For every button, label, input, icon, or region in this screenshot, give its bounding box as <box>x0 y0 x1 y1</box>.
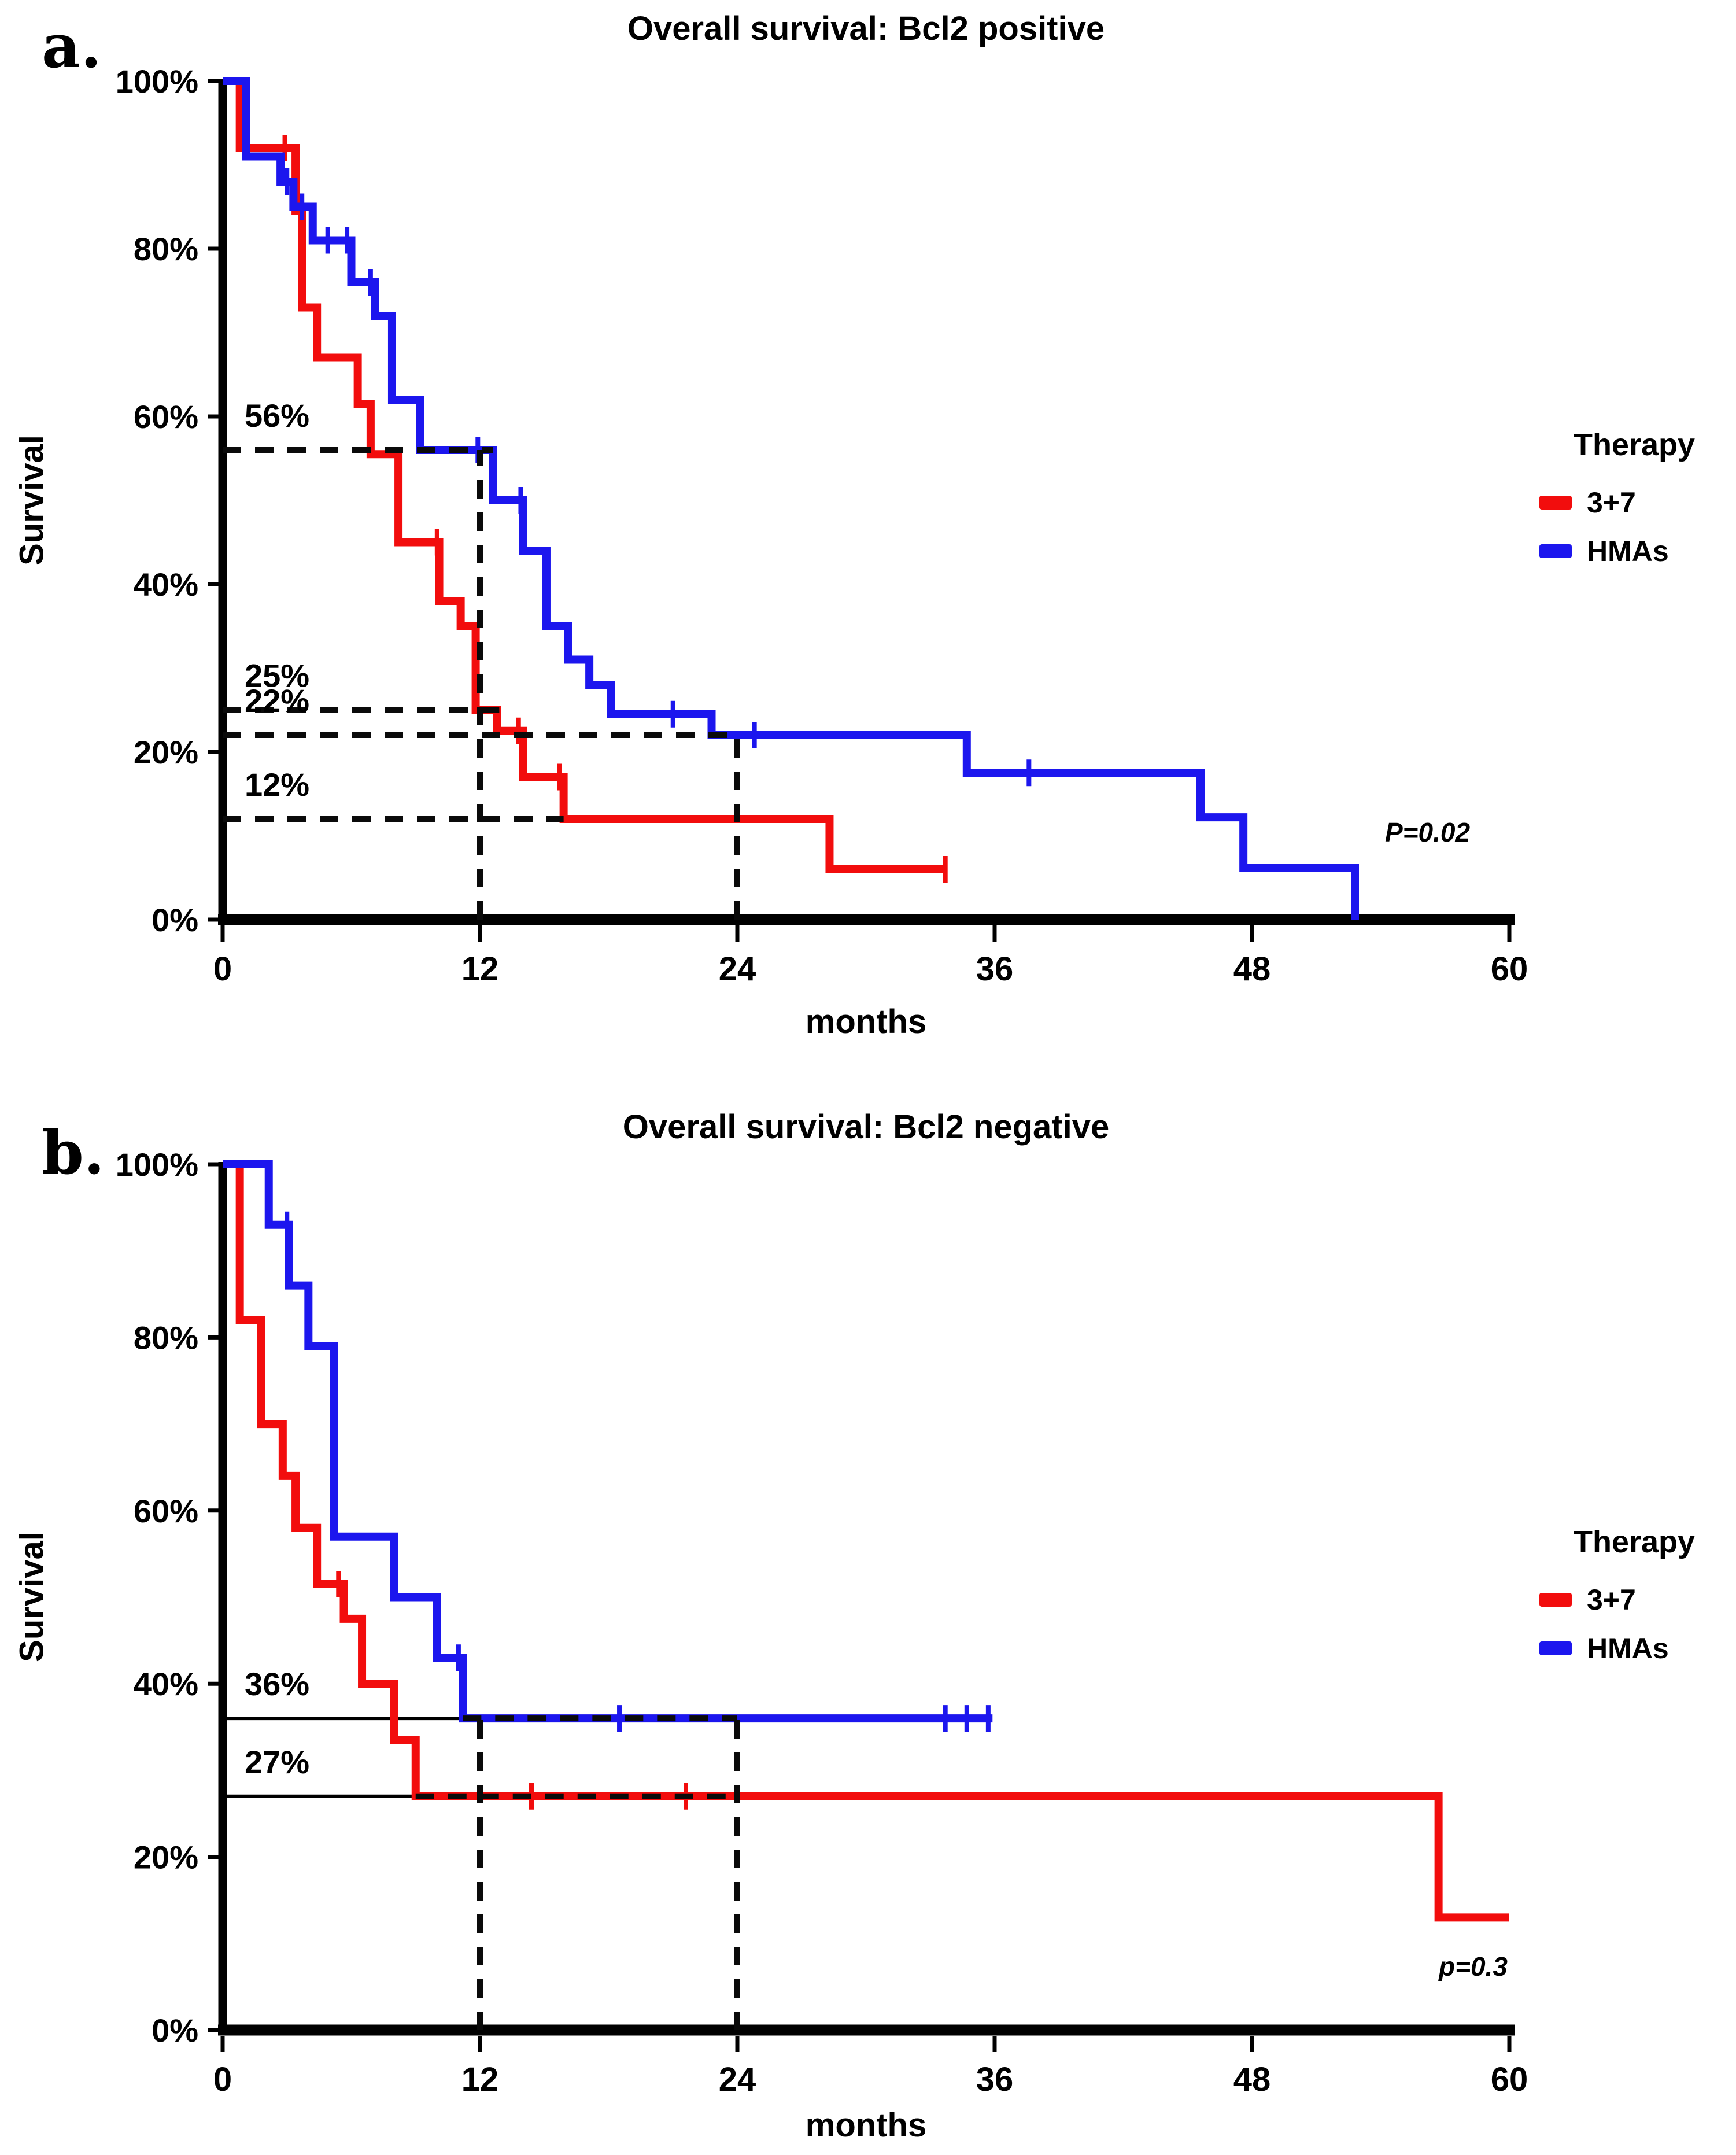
chart-title: Overall survival: Bcl2 negative <box>622 1108 1110 1146</box>
x-tick-label: 48 <box>1233 2061 1271 2098</box>
percent-annotation: 12% <box>245 766 309 803</box>
x-tick-label: 12 <box>461 2061 499 2098</box>
legend-label-hmas: HMAs <box>1587 535 1669 567</box>
y-tick-label: 20% <box>134 1839 198 1876</box>
x-tick-label: 12 <box>461 950 499 988</box>
y-tick-label: 0% <box>152 902 198 938</box>
legend-swatch-hmas-icon <box>1539 544 1572 558</box>
legend-title: Therapy <box>1573 427 1696 462</box>
y-tick-label: 40% <box>134 566 198 603</box>
x-tick-label: 60 <box>1491 2061 1528 2098</box>
legend-swatch-3plus7-icon <box>1539 496 1572 510</box>
km-curve-HMAs <box>223 1160 993 1723</box>
legend: Therapy 3+7 HMAs <box>1534 1524 1735 1665</box>
y-tick-label: 20% <box>134 734 198 770</box>
p-value: p=0.3 <box>1439 1951 1508 1981</box>
legend-label-3plus7: 3+7 <box>1587 1584 1636 1616</box>
y-tick-label: 40% <box>134 1666 198 1702</box>
panel-letter: b. <box>42 1117 105 1188</box>
legend-title: Therapy <box>1573 1525 1696 1559</box>
x-tick-label: 0 <box>213 2061 232 2098</box>
y-tick-label: 60% <box>134 398 198 435</box>
percent-annotation: 22% <box>245 682 309 719</box>
p-value: P=0.02 <box>1385 817 1471 847</box>
km-curve-HMAs <box>223 77 1359 920</box>
x-tick-label: 48 <box>1233 950 1271 988</box>
percent-annotation: 36% <box>245 1666 309 1702</box>
percent-annotation: 56% <box>245 397 309 434</box>
km-plot-bcl2-positive: 100% 80% 60% 40% 20% 0% 0 12 24 36 48 60 56% 25%22% 12… <box>116 63 1528 988</box>
x-tick-label: 24 <box>719 950 756 988</box>
legend-label-3plus7: 3+7 <box>1587 486 1636 519</box>
km-curve-3+7 <box>223 1160 1509 1922</box>
legend: Therapy 3+7 HMAs <box>1534 427 1735 568</box>
x-tick-label: 0 <box>213 950 232 988</box>
y-tick-label: 100% <box>116 1146 198 1183</box>
y-tick-label: 0% <box>152 2012 198 2049</box>
legend-entry-3plus7: 3+7 <box>1534 1583 1735 1617</box>
legend-entry-hmas: HMAs <box>1534 534 1735 568</box>
panel-bcl2-negative: b. Overall survival: Bcl2 negative Survi… <box>0 1078 1736 2155</box>
legend-entry-hmas: HMAs <box>1534 1632 1735 1665</box>
chart-title: Overall survival: Bcl2 positive <box>627 10 1105 47</box>
y-tick-label: 100% <box>116 63 198 99</box>
panel-bcl2-positive: a. Overall survival: Bcl2 positive Survi… <box>13 10 1735 1040</box>
legend-swatch-hmas-icon <box>1539 1641 1572 1655</box>
legend-swatch-3plus7-icon <box>1539 1593 1572 1607</box>
y-tick-label: 80% <box>134 231 198 267</box>
km-curve-3+7 <box>223 77 945 873</box>
y-tick-label: 60% <box>134 1493 198 1529</box>
x-tick-label: 36 <box>976 950 1014 988</box>
x-axis-title: months <box>805 2106 927 2144</box>
x-axis-title: months <box>805 1003 927 1040</box>
percent-annotation: 25% <box>245 658 309 694</box>
x-tick-label: 36 <box>976 2061 1014 2098</box>
x-tick-label: 24 <box>719 2061 756 2098</box>
km-plot-bcl2-negative: 100% 80% 60% 40% 20% 0% 0 12 24 36 48 60 36% 27% <box>116 1146 1528 2098</box>
percent-annotation: 27% <box>245 1744 309 1780</box>
legend-label-hmas: HMAs <box>1587 1632 1669 1665</box>
y-tick-label: 80% <box>134 1319 198 1356</box>
panel-letter: a. <box>42 10 102 82</box>
x-tick-label: 60 <box>1491 950 1528 988</box>
legend-entry-3plus7: 3+7 <box>1534 486 1735 519</box>
